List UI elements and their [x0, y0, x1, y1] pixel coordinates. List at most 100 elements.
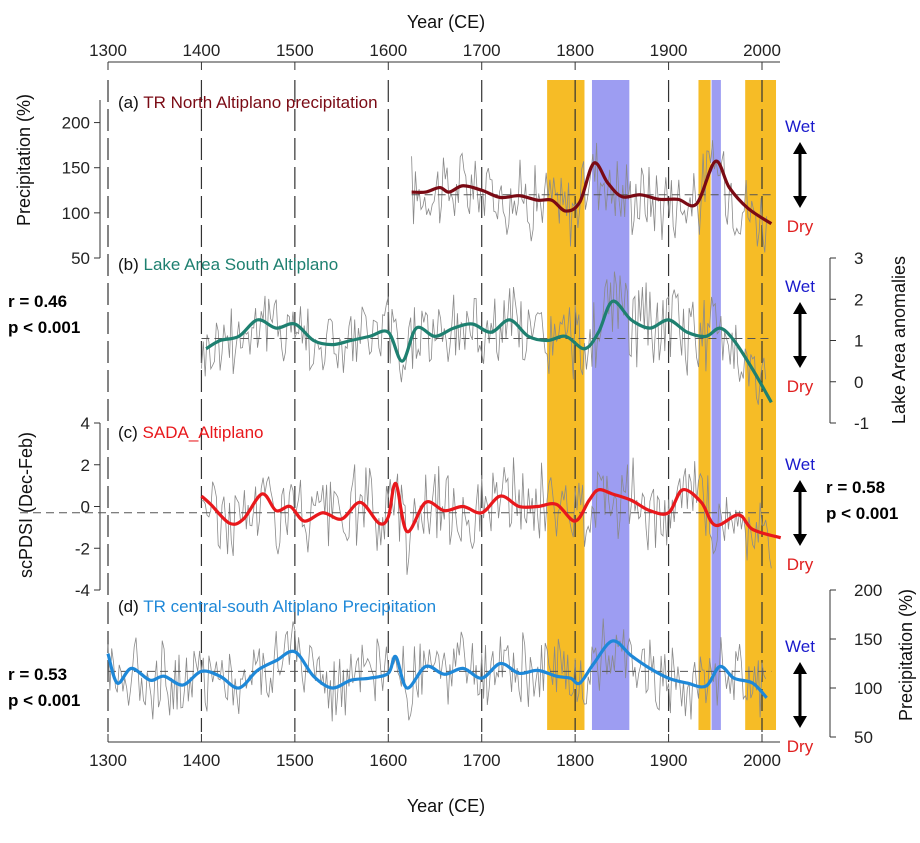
wet-label-3: Wet [785, 637, 815, 656]
wet-period-1 [711, 80, 721, 730]
wet-dry-indicators: Wet Dry Wet Dry Wet Dry Wet Dry [785, 117, 815, 756]
down-arrow-icon-1 [793, 356, 807, 368]
panel-d-r-value: r = 0.53 [8, 665, 67, 684]
top-x-axis-title: Year (CE) [407, 12, 485, 32]
up-arrow-icon-1 [793, 302, 807, 314]
panel-a-ytick-label-50: 50 [71, 249, 90, 268]
wet-label-2: Wet [785, 455, 815, 474]
panel-b-p-value: p < 0.001 [8, 318, 80, 337]
bottom-tick-label-1300: 1300 [89, 751, 127, 770]
panel-d-raw-series [107, 618, 767, 722]
panel-d-letter: (d) [118, 597, 143, 616]
panel-c-p-value: p < 0.001 [826, 504, 898, 523]
indicator-3: Wet Dry [785, 637, 815, 756]
panel-b-r-value: r = 0.46 [8, 292, 67, 311]
panel-d-y-axis: 50 100 150 200 [829, 581, 882, 747]
top-tick-label-1300: 1300 [89, 41, 127, 60]
wet-label-0: Wet [785, 117, 815, 136]
down-arrow-icon-3 [793, 716, 807, 728]
panel-b-name: Lake Area South Altiplano [144, 255, 339, 274]
panel-c-ytick-label-2: 2 [81, 456, 90, 475]
panel-b-letter: (b) [118, 255, 144, 274]
up-arrow-icon-2 [793, 480, 807, 492]
panel-b-y-axis: -1 0 1 2 3 [829, 249, 869, 433]
panel-a-ytick-label-100: 100 [62, 204, 90, 223]
top-tick-label-1900: 1900 [650, 41, 688, 60]
bottom-x-axis: 1300 1400 1500 1600 1700 1800 1900 2000 [89, 734, 781, 770]
panel-d-ytick-label-100: 100 [854, 679, 882, 698]
top-x-axis: 1300 1400 1500 1600 1700 1800 1900 2000 [89, 41, 781, 70]
panel-c: -4 -2 0 2 4 (c) SADA_Altiplano [20, 414, 782, 600]
wet-label-1: Wet [785, 277, 815, 296]
panel-c-y-axis: -4 -2 0 2 4 [75, 414, 101, 600]
top-tick-label-1400: 1400 [183, 41, 221, 60]
panel-b-smooth-series [205, 299, 773, 404]
panel-c-ylabel: scPDSI (Dec-Feb) [16, 432, 36, 578]
panel-d-p-value: p < 0.001 [8, 691, 80, 710]
dry-label-2: Dry [787, 555, 814, 574]
panel-b-title: (b) Lake Area South Altiplano [118, 255, 338, 274]
panel-c-name: SADA_Altiplano [143, 423, 264, 442]
top-tick-label-1500: 1500 [276, 41, 314, 60]
panel-b-ytick-label--1: -1 [854, 414, 869, 433]
bottom-tick-label-1600: 1600 [369, 751, 407, 770]
panel-c-ytick-label-4: 4 [81, 414, 90, 433]
century-gridlines [107, 80, 763, 732]
up-arrow-icon-0 [793, 142, 807, 154]
dry-label-3: Dry [787, 737, 814, 756]
panel-d-ytick-label-200: 200 [854, 581, 882, 600]
panel-b-ytick-label-3: 3 [854, 249, 863, 268]
panel-d-ytick-label-50: 50 [854, 728, 873, 747]
panel-b-ylabel: Lake Area anomalies [889, 256, 909, 424]
bottom-tick-label-2000: 2000 [743, 751, 781, 770]
dry-period-0 [547, 80, 585, 730]
top-tick-label-1800: 1800 [556, 41, 594, 60]
panel-a-y-axis: 50 100 150 200 [62, 100, 101, 268]
dry-period-1 [698, 80, 711, 730]
panel-d-title: (d) TR central-south Altiplano Precipita… [118, 597, 436, 616]
panel-d: 50 100 150 200 (d) TR central-south Altiplan… [106, 581, 882, 747]
dry-label-0: Dry [787, 217, 814, 236]
bottom-tick-label-1500: 1500 [276, 751, 314, 770]
panel-a-letter: (a) [118, 93, 143, 112]
indicator-1: Wet Dry [785, 277, 815, 396]
panel-c-ytick-label--4: -4 [75, 581, 90, 600]
panel-a: 50 100 150 200 (a) TR North Altiplano precip… [62, 93, 773, 268]
panel-a-smooth-series [411, 159, 773, 226]
panel-a-title: (a) TR North Altiplano precipitation [118, 93, 378, 112]
panel-c-letter: (c) [118, 423, 143, 442]
panel-c-ytick-label-0: 0 [81, 498, 90, 517]
bottom-tick-label-1700: 1700 [463, 751, 501, 770]
indicator-2: Wet Dry [785, 455, 815, 574]
panel-a-name: TR North Altiplano precipitation [143, 93, 377, 112]
panel-b-ytick-label-1: 1 [854, 332, 863, 351]
panel-a-ytick-label-200: 200 [62, 114, 90, 133]
bottom-tick-label-1900: 1900 [650, 751, 688, 770]
panel-b: -1 0 1 2 3 (b) Lake Area South Altiplano [118, 249, 869, 433]
panel-d-ytick-label-150: 150 [854, 630, 882, 649]
panel-c-r-value: r = 0.58 [826, 478, 885, 497]
panel-b-raw-series [201, 271, 767, 405]
bottom-tick-label-1400: 1400 [183, 751, 221, 770]
panel-c-title: (c) SADA_Altiplano [118, 423, 264, 442]
top-tick-label-2000: 2000 [743, 41, 781, 60]
indicator-0: Wet Dry [785, 117, 815, 236]
panel-b-ytick-label-2: 2 [854, 290, 863, 309]
bottom-x-axis-title: Year (CE) [407, 796, 485, 816]
down-arrow-icon-2 [793, 534, 807, 546]
dry-label-1: Dry [787, 377, 814, 396]
panel-a-ylabel: Precipitation (%) [14, 94, 34, 226]
dry-period-2 [745, 80, 777, 730]
panel-b-ytick-label-0: 0 [854, 373, 863, 392]
panel-d-name: TR central-south Altiplano Precipitation [143, 597, 436, 616]
top-tick-label-1700: 1700 [463, 41, 501, 60]
panel-a-ytick-label-150: 150 [62, 159, 90, 178]
panel-c-raw-series [201, 457, 772, 575]
panel-d-smooth-series [106, 639, 768, 699]
panel-c-smooth-series [200, 481, 782, 540]
bottom-tick-label-1800: 1800 [556, 751, 594, 770]
top-tick-label-1600: 1600 [369, 41, 407, 60]
up-arrow-icon-3 [793, 662, 807, 674]
